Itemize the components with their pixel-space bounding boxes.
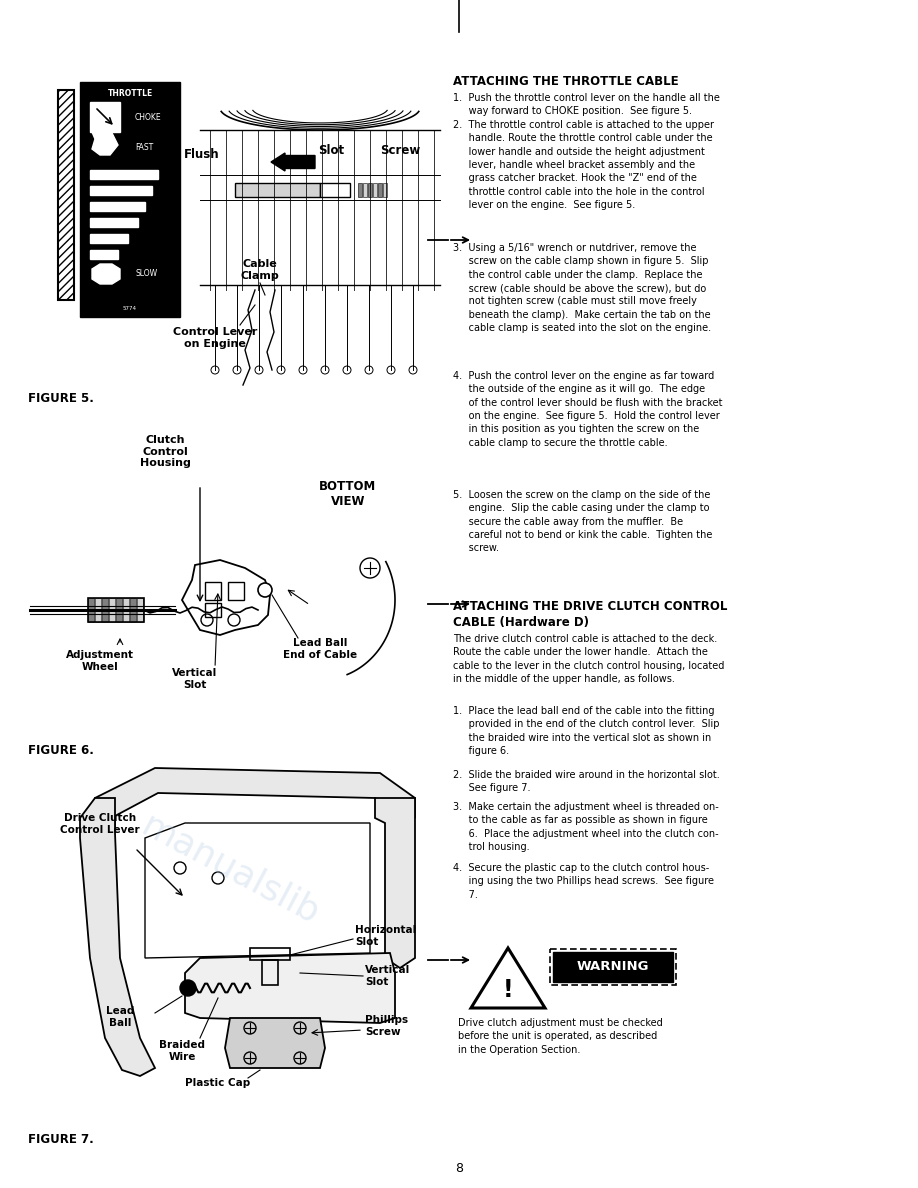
Text: BOTTOM
VIEW: BOTTOM VIEW: [319, 480, 376, 508]
Bar: [80, 82, 180, 317]
Text: WARNING: WARNING: [577, 961, 649, 973]
Bar: [553, 952, 673, 982]
Polygon shape: [375, 798, 415, 968]
Polygon shape: [92, 264, 120, 284]
Text: Phillips
Screw: Phillips Screw: [365, 1016, 409, 1037]
Bar: [88, 598, 94, 623]
Bar: [262, 960, 278, 985]
Text: 2.  Slide the braided wire around in the horizontal slot.
     See figure 7.: 2. Slide the braided wire around in the …: [453, 770, 720, 794]
Bar: [363, 183, 367, 197]
Text: Braided
Wire: Braided Wire: [159, 1040, 205, 1062]
Text: ATTACHING THE DRIVE CLUTCH CONTROL: ATTACHING THE DRIVE CLUTCH CONTROL: [453, 600, 727, 613]
Text: Lead
Ball: Lead Ball: [106, 1006, 134, 1028]
Text: 8: 8: [455, 1162, 463, 1175]
Polygon shape: [145, 823, 370, 958]
Text: Flush: Flush: [185, 148, 219, 162]
Bar: [90, 249, 118, 259]
Text: 1.  Push the throttle control lever on the handle all the
     way forward to CH: 1. Push the throttle control lever on th…: [453, 93, 720, 116]
Bar: [90, 102, 120, 132]
Text: Drive Clutch
Control Lever: Drive Clutch Control Lever: [61, 813, 140, 835]
Text: CABLE (Hardware D): CABLE (Hardware D): [453, 617, 589, 628]
Bar: [358, 183, 362, 197]
Bar: [130, 598, 136, 623]
Bar: [90, 170, 158, 179]
Bar: [95, 598, 101, 623]
Bar: [109, 598, 115, 623]
Bar: [90, 187, 152, 195]
Polygon shape: [92, 129, 118, 154]
Bar: [383, 183, 387, 197]
Bar: [320, 183, 350, 197]
Bar: [102, 598, 108, 623]
Text: 4.  Secure the plastic cap to the clutch control hous-
     ing using the two Ph: 4. Secure the plastic cap to the clutch …: [453, 862, 714, 899]
Bar: [378, 183, 382, 197]
Polygon shape: [185, 953, 395, 1023]
Text: Clutch
Control
Housing: Clutch Control Housing: [140, 435, 190, 468]
Text: !: !: [503, 978, 513, 1001]
Polygon shape: [225, 1018, 325, 1068]
Bar: [90, 202, 145, 211]
Bar: [88, 598, 144, 623]
Text: Vertical
Slot: Vertical Slot: [365, 965, 410, 987]
Text: CHOKE: CHOKE: [135, 113, 162, 121]
Text: 4.  Push the control lever on the engine as far toward
     the outside of the e: 4. Push the control lever on the engine …: [453, 371, 722, 448]
Bar: [368, 183, 372, 197]
Bar: [90, 219, 138, 227]
Text: Cable
Clamp: Cable Clamp: [241, 259, 279, 280]
Text: Drive clutch adjustment must be checked
before the unit is operated, as describe: Drive clutch adjustment must be checked …: [458, 1018, 663, 1055]
Bar: [373, 183, 377, 197]
Text: Slot: Slot: [318, 144, 344, 157]
Text: FIGURE 7.: FIGURE 7.: [28, 1133, 94, 1146]
Text: Plastic Cap: Plastic Cap: [185, 1078, 251, 1088]
Bar: [58, 90, 74, 301]
Polygon shape: [471, 948, 545, 1007]
Text: Vertical
Slot: Vertical Slot: [173, 668, 218, 689]
Text: 2.  The throttle control cable is attached to the upper
     handle. Route the t: 2. The throttle control cable is attache…: [453, 120, 714, 210]
Text: SLOW: SLOW: [135, 270, 157, 278]
Text: Adjustment
Wheel: Adjustment Wheel: [66, 650, 134, 671]
Bar: [550, 949, 676, 985]
Text: FIGURE 5.: FIGURE 5.: [28, 392, 94, 405]
Circle shape: [180, 980, 196, 996]
Bar: [123, 598, 129, 623]
Text: manualslib: manualslib: [135, 809, 325, 931]
Bar: [235, 183, 320, 197]
Bar: [137, 598, 143, 623]
Text: 5.  Loosen the screw on the clamp on the side of the
     engine.  Slip the cabl: 5. Loosen the screw on the clamp on the …: [453, 489, 712, 554]
Circle shape: [258, 583, 272, 598]
Bar: [116, 598, 122, 623]
Text: FAST: FAST: [135, 143, 153, 152]
Bar: [90, 234, 128, 244]
Text: THROTTLE: THROTTLE: [107, 88, 152, 97]
Text: 5774: 5774: [123, 307, 137, 311]
Text: Control Lever
on Engine: Control Lever on Engine: [173, 327, 257, 349]
Text: The drive clutch control cable is attached to the deck.
Route the cable under th: The drive clutch control cable is attach…: [453, 634, 724, 684]
Text: 3.  Make certain the adjustment wheel is threaded on-
     to the cable as far a: 3. Make certain the adjustment wheel is …: [453, 802, 719, 852]
Polygon shape: [95, 767, 415, 833]
Bar: [250, 948, 290, 960]
Polygon shape: [80, 798, 155, 1076]
Bar: [205, 604, 221, 617]
Bar: [205, 582, 221, 600]
Text: FIGURE 6.: FIGURE 6.: [28, 744, 94, 757]
Text: Screw: Screw: [380, 144, 420, 157]
Text: 1.  Place the lead ball end of the cable into the fitting
     provided in the e: 1. Place the lead ball end of the cable …: [453, 706, 720, 756]
Text: Lead Ball
End of Cable: Lead Ball End of Cable: [283, 638, 357, 659]
Text: 3.  Using a 5/16" wrench or nutdriver, remove the
     screw on the cable clamp : 3. Using a 5/16" wrench or nutdriver, re…: [453, 244, 711, 333]
FancyArrow shape: [271, 153, 315, 171]
Bar: [228, 582, 244, 600]
Text: ATTACHING THE THROTTLE CABLE: ATTACHING THE THROTTLE CABLE: [453, 75, 678, 88]
Polygon shape: [182, 560, 270, 636]
Text: Horizontal
Slot: Horizontal Slot: [355, 925, 416, 947]
